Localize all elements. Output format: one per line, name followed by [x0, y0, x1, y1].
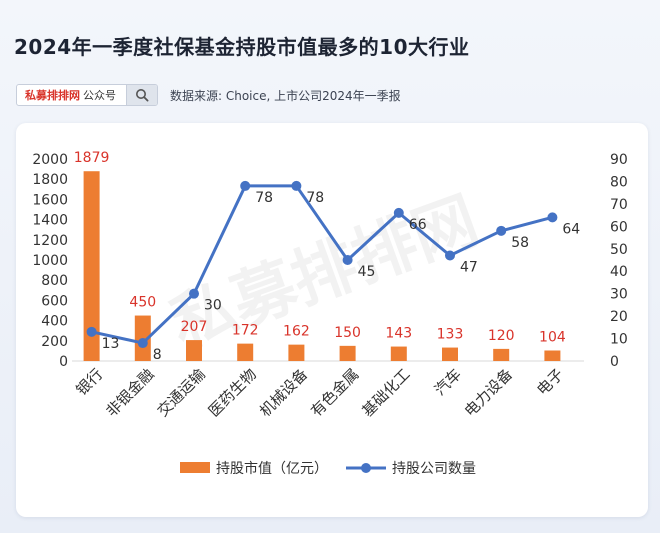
line-point — [547, 212, 558, 223]
bar — [493, 348, 510, 361]
y-left-tick-label: 1200 — [32, 233, 68, 249]
line-value-label: 78 — [255, 190, 273, 206]
y-right-tick-label: 40 — [610, 264, 628, 280]
line-point — [342, 255, 353, 265]
line-point — [496, 225, 507, 236]
x-tick-label: 机械设备 — [256, 365, 311, 420]
x-tick-label: 银行 — [72, 365, 106, 399]
line-point — [86, 326, 97, 337]
line-path — [91, 184, 553, 345]
legend-swatch-bar — [180, 462, 210, 473]
line-point — [137, 338, 148, 349]
brand-search-box[interactable]: 私募排排网 公众号 — [16, 84, 158, 106]
source-bar: 私募排排网 公众号 数据来源: Choice, 上市公司2024年一季报 — [16, 84, 401, 106]
search-button[interactable] — [126, 85, 157, 105]
line-value-label: 78 — [306, 190, 324, 206]
search-icon — [136, 89, 149, 102]
x-tick-label: 电子 — [533, 365, 567, 399]
brand-name: 私募排排网 — [25, 89, 80, 102]
bar — [186, 340, 202, 361]
y-left-tick-label: 0 — [59, 354, 68, 370]
chart-svg: 私募排排网 0200400600800100012001400160018002… — [32, 150, 628, 477]
y-left-tick-label: 1600 — [32, 192, 68, 208]
line-point — [291, 180, 302, 191]
x-tick-label: 非银金融 — [102, 365, 157, 420]
y-right-tick-label: 70 — [610, 197, 628, 213]
bar-value-label: 104 — [539, 329, 566, 345]
x-tick-label: 汽车 — [431, 365, 465, 399]
bar-value-label: 143 — [385, 326, 412, 342]
y-right-tick-label: 80 — [610, 174, 628, 190]
line-point — [445, 250, 455, 261]
y-left-tick-label: 600 — [41, 293, 68, 309]
bar — [390, 346, 407, 361]
bar-series — [83, 171, 561, 361]
bar-value-label: 172 — [232, 323, 259, 339]
y-left-tick-label: 1800 — [32, 172, 68, 188]
line-value-label: 45 — [358, 264, 376, 280]
brand-suffix: 公众号 — [83, 89, 116, 102]
x-tick-label: 交通运输 — [154, 365, 209, 420]
y-right-tick-label: 30 — [610, 287, 628, 303]
line-value-label: 58 — [511, 235, 529, 251]
bar — [237, 343, 254, 361]
chart-card: 私募排排网 0 200 400 600 800 1000 1200 1400 1600 1800 2… — [16, 123, 648, 517]
line-point — [240, 180, 251, 191]
x-tick-label: 基础化工 — [358, 365, 413, 420]
page-title: 2024年一季度社保基金持股市值最多的10大行业 — [14, 35, 470, 59]
bar-value-label: 133 — [437, 327, 464, 343]
chart-legend: 持股市值（亿元） 持股公司数量 — [180, 460, 476, 477]
line-point — [393, 207, 404, 218]
data-labels: 1879 450 207 172 162 150 143 133 120 104 13 8 30 78 78… — [74, 150, 581, 363]
bar-value-label: 150 — [334, 325, 361, 341]
bar-value-label: 207 — [181, 319, 208, 335]
bar — [544, 350, 561, 361]
line-series — [86, 180, 558, 349]
line-value-label: 13 — [102, 336, 120, 352]
y-right-tick-label: 60 — [610, 219, 628, 235]
line-point — [189, 288, 199, 299]
y-right-tick-label: 10 — [610, 332, 628, 348]
x-tick-label: 电力设备 — [461, 365, 516, 420]
source-note: 数据来源: Choice, 上市公司2024年一季报 — [170, 88, 401, 103]
line-value-label: 8 — [153, 347, 162, 363]
legend-marker-line — [361, 463, 371, 473]
bar — [83, 171, 100, 361]
legend-label-bar: 持股市值（亿元） — [216, 460, 328, 477]
line-value-label: 64 — [562, 221, 580, 237]
bar-value-label: 450 — [129, 295, 156, 311]
x-tick-label: 有色金属 — [307, 365, 362, 420]
bar — [288, 344, 305, 361]
y-left-tick-label: 1400 — [32, 213, 68, 229]
bar — [442, 347, 458, 361]
bar-value-label: 120 — [488, 328, 515, 344]
y-left-tick-label: 800 — [41, 273, 68, 289]
line-value-label: 66 — [409, 217, 427, 233]
y-right-tick-label: 20 — [610, 309, 628, 325]
bar — [339, 345, 356, 361]
y-left-tick-label: 400 — [41, 314, 68, 330]
line-value-label: 30 — [204, 298, 222, 314]
legend-label-line: 持股公司数量 — [392, 461, 476, 477]
y-right-tick-label: 90 — [610, 152, 628, 168]
bar-value-label: 1879 — [74, 150, 110, 166]
y-left-tick-label: 200 — [41, 334, 68, 350]
x-tick-label: 医药生物 — [205, 365, 260, 420]
line-value-label: 47 — [460, 260, 478, 276]
y-right-tick-label: 50 — [610, 242, 628, 258]
y-left-tick-label: 2000 — [32, 152, 68, 168]
y-right-tick-label: 0 — [610, 354, 619, 370]
bar-value-label: 162 — [283, 324, 310, 340]
y-left-tick-label: 1000 — [32, 253, 68, 269]
